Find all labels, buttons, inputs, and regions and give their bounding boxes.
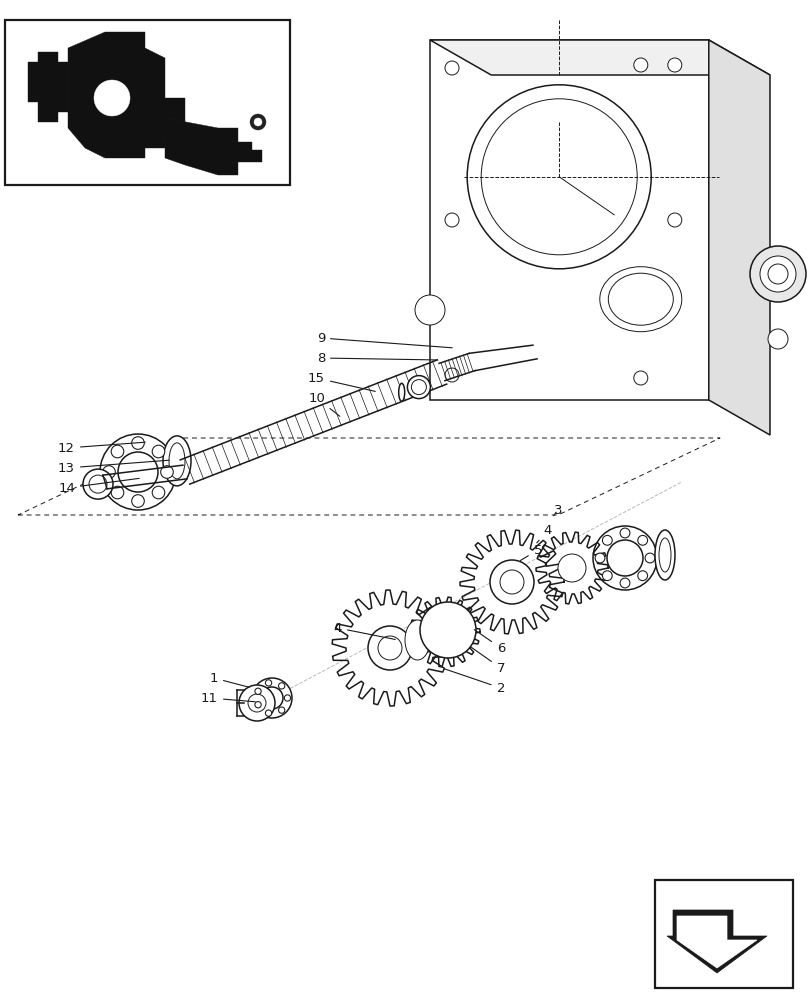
Circle shape bbox=[500, 570, 524, 594]
Polygon shape bbox=[68, 32, 185, 158]
Circle shape bbox=[265, 710, 271, 716]
Circle shape bbox=[100, 434, 176, 510]
Ellipse shape bbox=[398, 383, 405, 401]
Circle shape bbox=[112, 445, 124, 458]
Circle shape bbox=[633, 371, 648, 385]
Circle shape bbox=[250, 114, 266, 130]
Polygon shape bbox=[28, 52, 68, 122]
Circle shape bbox=[261, 687, 283, 709]
Circle shape bbox=[603, 535, 612, 545]
Circle shape bbox=[445, 213, 459, 227]
Polygon shape bbox=[430, 40, 709, 400]
Text: 6: 6 bbox=[474, 630, 505, 654]
Circle shape bbox=[445, 368, 459, 382]
Circle shape bbox=[239, 685, 275, 721]
Text: 3: 3 bbox=[553, 503, 562, 516]
Circle shape bbox=[378, 636, 402, 660]
Ellipse shape bbox=[600, 267, 682, 332]
Circle shape bbox=[252, 678, 292, 718]
Text: 12: 12 bbox=[58, 442, 145, 454]
Circle shape bbox=[607, 540, 643, 576]
Circle shape bbox=[760, 256, 796, 292]
Text: 8: 8 bbox=[317, 352, 437, 364]
Ellipse shape bbox=[655, 530, 675, 580]
Circle shape bbox=[112, 486, 124, 499]
Ellipse shape bbox=[608, 273, 673, 325]
Circle shape bbox=[94, 80, 130, 116]
Text: 5: 5 bbox=[520, 544, 542, 561]
Ellipse shape bbox=[169, 443, 185, 479]
Text: 4: 4 bbox=[537, 524, 552, 543]
Circle shape bbox=[368, 626, 412, 670]
Circle shape bbox=[248, 694, 266, 712]
Circle shape bbox=[490, 560, 534, 604]
Circle shape bbox=[633, 58, 648, 72]
Circle shape bbox=[284, 695, 291, 701]
Circle shape bbox=[667, 213, 682, 227]
Circle shape bbox=[445, 61, 459, 75]
Circle shape bbox=[152, 445, 165, 458]
Text: 7: 7 bbox=[470, 647, 505, 674]
Circle shape bbox=[593, 526, 657, 590]
Circle shape bbox=[467, 85, 651, 269]
Circle shape bbox=[411, 380, 427, 395]
Circle shape bbox=[768, 329, 788, 349]
Circle shape bbox=[415, 295, 445, 325]
Circle shape bbox=[83, 469, 113, 499]
Circle shape bbox=[750, 246, 806, 302]
Text: 14: 14 bbox=[58, 478, 139, 494]
Polygon shape bbox=[430, 40, 770, 75]
Bar bbox=[5, 20, 290, 185]
Circle shape bbox=[89, 475, 107, 493]
Ellipse shape bbox=[405, 620, 430, 660]
Circle shape bbox=[638, 535, 647, 545]
Text: 10: 10 bbox=[308, 391, 340, 416]
Circle shape bbox=[620, 578, 630, 588]
Text: 15: 15 bbox=[308, 371, 375, 391]
Circle shape bbox=[103, 466, 116, 478]
Circle shape bbox=[558, 554, 586, 582]
Circle shape bbox=[279, 707, 284, 713]
Circle shape bbox=[132, 437, 145, 449]
Ellipse shape bbox=[659, 538, 671, 572]
Circle shape bbox=[595, 553, 605, 563]
Circle shape bbox=[161, 466, 173, 478]
Circle shape bbox=[420, 602, 476, 658]
Circle shape bbox=[254, 118, 262, 126]
Circle shape bbox=[768, 264, 788, 284]
Circle shape bbox=[645, 553, 655, 563]
Circle shape bbox=[255, 702, 261, 708]
Text: 11: 11 bbox=[201, 692, 255, 704]
Circle shape bbox=[620, 528, 630, 538]
Text: 1: 1 bbox=[209, 672, 250, 687]
Circle shape bbox=[152, 486, 165, 499]
Polygon shape bbox=[667, 910, 767, 973]
Circle shape bbox=[667, 58, 682, 72]
Polygon shape bbox=[677, 916, 757, 968]
Circle shape bbox=[407, 376, 431, 399]
Bar bbox=[655, 880, 793, 988]
Circle shape bbox=[132, 495, 145, 507]
Circle shape bbox=[603, 571, 612, 581]
Circle shape bbox=[265, 680, 271, 686]
Circle shape bbox=[118, 452, 158, 492]
Polygon shape bbox=[165, 118, 262, 175]
Circle shape bbox=[279, 683, 284, 689]
Circle shape bbox=[482, 99, 638, 255]
Text: 2: 2 bbox=[444, 669, 505, 694]
Text: 13: 13 bbox=[58, 460, 169, 475]
Ellipse shape bbox=[163, 436, 191, 486]
Text: 9: 9 bbox=[317, 332, 452, 348]
Polygon shape bbox=[709, 40, 770, 435]
Circle shape bbox=[638, 571, 647, 581]
Text: 4: 4 bbox=[334, 621, 395, 639]
Circle shape bbox=[255, 688, 261, 694]
Circle shape bbox=[431, 618, 459, 646]
